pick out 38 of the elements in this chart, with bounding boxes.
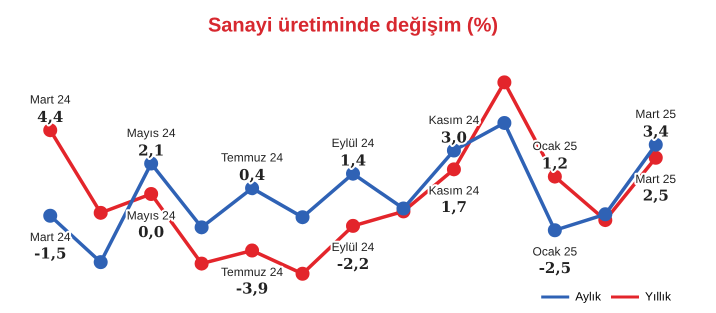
point <box>296 266 310 281</box>
data-label: 0,4 <box>239 166 266 184</box>
data-label: 1,7 <box>440 198 467 216</box>
point <box>144 187 158 201</box>
category-label: Mart 24 <box>30 92 71 107</box>
point <box>43 208 58 223</box>
chart-title: Sanayi üretiminde değişim (%) <box>208 14 498 37</box>
legend-label: Yıllık <box>644 289 672 304</box>
point <box>346 218 360 233</box>
point <box>296 210 310 224</box>
data-label: 4,4 <box>37 108 64 126</box>
data-label: -2,5 <box>538 259 572 278</box>
point <box>94 255 108 270</box>
point <box>94 206 108 220</box>
data-label: -1,5 <box>34 244 66 263</box>
category-label: Temmuz 24 <box>221 264 284 279</box>
data-label: 0,0 <box>138 222 164 241</box>
point <box>548 223 562 238</box>
data-label: 2,1 <box>138 141 164 160</box>
data-label: 1,4 <box>340 152 366 170</box>
point <box>446 162 461 176</box>
data-label: -2,2 <box>336 254 370 273</box>
point <box>194 256 209 271</box>
category-label: Eylül 24 <box>332 240 374 254</box>
point <box>648 150 663 165</box>
category-label: Kasım 24 <box>428 184 480 198</box>
data-label: 2,5 <box>642 186 669 205</box>
point <box>245 244 260 258</box>
category-label: Ocak 25 <box>532 244 578 259</box>
data-label: -3,9 <box>236 279 268 298</box>
data-label: 3,4 <box>642 122 669 141</box>
legend-label: Aylık <box>575 289 602 304</box>
point <box>396 202 410 216</box>
point <box>194 220 209 234</box>
data-label: 3,0 <box>440 128 467 146</box>
point <box>497 75 512 90</box>
point <box>497 116 512 130</box>
point <box>598 207 612 222</box>
